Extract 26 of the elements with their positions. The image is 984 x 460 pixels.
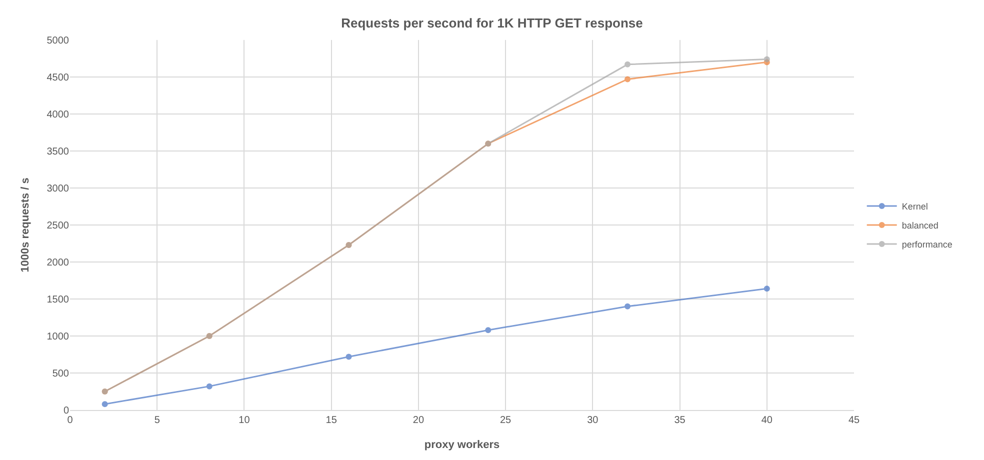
x-tick-label: 30 [587, 415, 599, 426]
legend-label: performance [902, 240, 952, 250]
y-tick-label: 3500 [46, 146, 70, 158]
x-tick-label: 10 [238, 415, 250, 426]
x-tick-label: 20 [412, 415, 424, 426]
x-tick-label: 5 [154, 415, 160, 426]
y-tick-label: 5000 [46, 36, 70, 46]
y-tick-label: 0 [63, 406, 70, 416]
y-tick-label: 2000 [46, 258, 70, 268]
y-tick-label: 4500 [46, 72, 70, 84]
y-tick-label: 4000 [46, 110, 70, 120]
y-tick-label: 2500 [46, 220, 70, 232]
x-tick-label: 25 [500, 415, 512, 426]
x-tick-label: 35 [674, 415, 686, 426]
legend-label: balanced [902, 220, 938, 231]
y-axis-title: 1000s requests / s [19, 178, 32, 272]
x-tick-label: 40 [761, 415, 773, 426]
chart-title: Requests per second for 1K HTTP GET response [341, 16, 643, 30]
x-tick-label: 45 [848, 415, 860, 426]
y-tick-label: 500 [52, 368, 70, 380]
x-axis-title: proxy workers [424, 439, 500, 452]
x-tick-label: 15 [326, 415, 338, 426]
y-tick-label: 3000 [46, 184, 70, 194]
legend-label: Kernel [902, 202, 928, 212]
y-tick-label: 1500 [46, 294, 70, 306]
y-tick-label: 1000 [46, 332, 70, 342]
